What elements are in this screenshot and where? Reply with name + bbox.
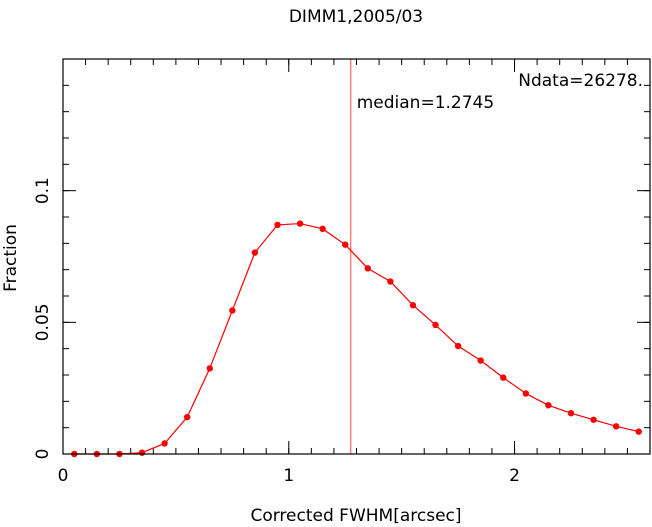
data-point [206,365,213,372]
chart-title: DIMM1,2005/03 [289,7,423,27]
data-point [635,428,642,435]
data-point [432,321,439,329]
y-axis-label: Fraction [1,224,21,292]
series-line [74,222,639,455]
data-point [296,220,304,227]
data-point [612,423,620,430]
data-point [477,357,484,364]
data-point [409,302,417,309]
y-tick-label: 0 [33,449,53,460]
plot-frame [62,58,651,455]
data-point [183,413,191,421]
median-label: median=1.2745 [357,93,494,113]
data-point [590,416,597,423]
data-point [545,402,552,409]
x-axis-label: Corrected FWHM[arcsec] [250,506,461,526]
series-points [71,220,642,458]
x-tick-label: 0 [58,466,69,486]
x-tick-label: 1 [283,466,294,486]
ndata-annotation: Ndata=26278. [518,71,643,91]
data-point [500,374,507,381]
data-point [567,409,575,417]
tick-labels: 0 1 2 0 0.05 0.1 [33,177,520,486]
data-point [161,440,168,447]
x-tick-label: 2 [509,466,520,486]
data-point [138,449,146,456]
data-point [319,225,326,233]
data-point [251,249,259,256]
data-point [454,342,462,350]
data-point [522,390,530,397]
data-point [364,265,371,272]
y-tick-label: 0.1 [33,177,53,204]
y-tick-label: 0.05 [33,303,53,341]
data-point [229,307,236,314]
data-point [274,221,281,229]
data-point [387,278,394,285]
data-point [342,241,349,248]
